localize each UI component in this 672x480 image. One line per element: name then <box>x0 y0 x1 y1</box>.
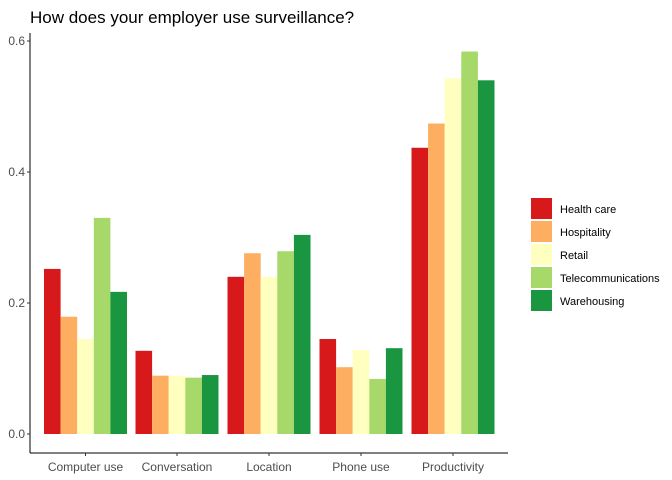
bar <box>444 78 462 434</box>
bar <box>201 375 219 434</box>
y-tick-label: 0.4 <box>8 165 25 179</box>
bar <box>110 291 127 434</box>
bar <box>477 80 495 435</box>
legend: Health care Hospitality Retail Telecommunic… <box>531 198 660 311</box>
legend-label: Retail <box>560 250 588 262</box>
plot-area: 0.0 0.2 0.4 0.6 Computer use Conversation Loca… <box>8 33 508 474</box>
bar <box>135 350 153 434</box>
bar <box>277 251 294 434</box>
bar <box>185 377 202 434</box>
legend-label: Health care <box>560 204 616 216</box>
y-tick-label: 0.0 <box>8 427 25 441</box>
bar <box>260 276 278 434</box>
legend-key <box>531 221 552 242</box>
bar <box>385 348 403 434</box>
x-tick-label: Computer use <box>48 460 124 474</box>
chart-title: How does your employer use surveillance? <box>30 8 354 27</box>
bar <box>244 253 261 434</box>
legend-key <box>531 290 552 311</box>
x-tick-label: Phone use <box>332 460 390 474</box>
bar <box>227 276 245 434</box>
bar <box>44 268 61 434</box>
legend-key <box>531 267 552 288</box>
legend-label: Telecommunications <box>560 273 660 285</box>
legend-label: Hospitality <box>560 227 611 239</box>
bar <box>60 316 78 434</box>
bar <box>369 378 386 434</box>
legend-label: Warehousing <box>560 296 624 308</box>
bar <box>152 375 169 434</box>
bar <box>336 367 353 434</box>
y-tick-label: 0.6 <box>8 34 25 48</box>
y-tick-label: 0.2 <box>8 296 25 310</box>
bar <box>352 350 370 434</box>
legend-key <box>531 198 552 219</box>
bar <box>461 51 478 434</box>
x-tick-label: Productivity <box>422 460 484 474</box>
bar <box>428 123 445 434</box>
bar <box>411 147 429 434</box>
legend-key <box>531 244 552 265</box>
bar <box>293 234 311 434</box>
bar <box>168 375 186 434</box>
bar <box>77 339 94 434</box>
bar <box>93 217 111 434</box>
bar <box>319 339 337 434</box>
x-tick-label: Conversation <box>142 460 213 474</box>
x-tick-label: Location <box>246 460 291 474</box>
